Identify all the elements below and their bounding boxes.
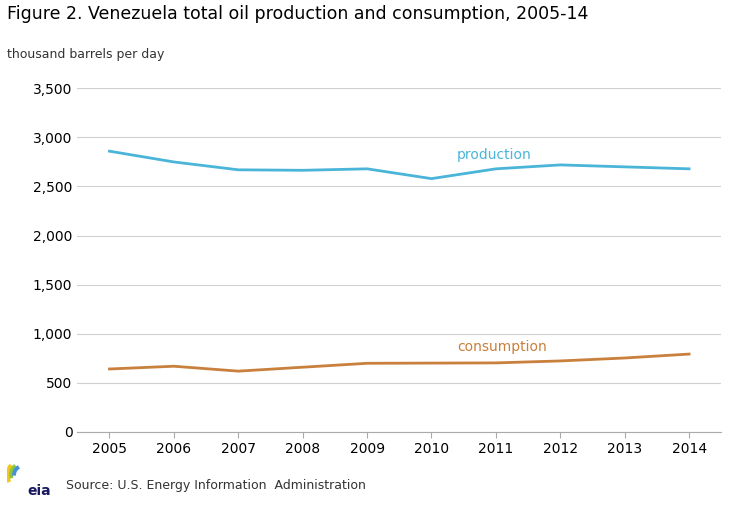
- Text: Figure 2. Venezuela total oil production and consumption, 2005-14: Figure 2. Venezuela total oil production…: [7, 5, 589, 23]
- Text: production: production: [457, 148, 532, 162]
- Text: eia: eia: [27, 484, 51, 498]
- Text: Source: U.S. Energy Information  Administration: Source: U.S. Energy Information Administ…: [66, 479, 366, 492]
- Text: thousand barrels per day: thousand barrels per day: [7, 48, 165, 61]
- Text: consumption: consumption: [457, 340, 547, 355]
